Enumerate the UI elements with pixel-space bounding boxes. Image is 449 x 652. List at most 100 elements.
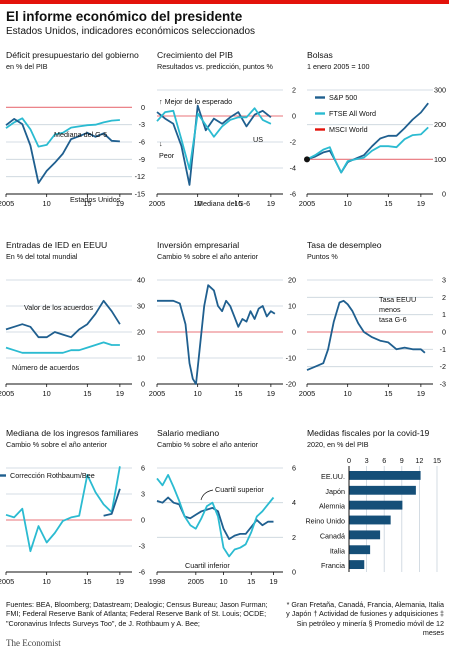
x-tick-label: 10 bbox=[194, 389, 202, 398]
chart-panel-4: Entradas de IED en EEUU En % del total mu… bbox=[0, 240, 145, 398]
chart-panel-5: Inversión empresarial Cambio % sobre el a… bbox=[149, 240, 296, 398]
start-point-marker bbox=[304, 156, 310, 163]
y-tick-label: -1 bbox=[440, 345, 446, 354]
series-line bbox=[5, 118, 120, 184]
y-tick-label: -2 bbox=[290, 138, 296, 147]
y-tick-label: 40 bbox=[137, 276, 145, 285]
x-tick-label: 15 bbox=[83, 199, 91, 208]
x-tick-label: 2005 bbox=[149, 389, 165, 398]
x-tick-label: 9 bbox=[400, 456, 404, 465]
chart-title: Tasa de desempleo bbox=[307, 240, 382, 250]
chart-title: Crecimiento del PIB bbox=[157, 50, 233, 60]
chart-panel-7: Mediana de los ingresos familiares Cambio… bbox=[0, 428, 145, 586]
x-tick-label: 3 bbox=[365, 456, 369, 465]
x-tick-label: 10 bbox=[194, 199, 202, 208]
x-tick-label: 2005 bbox=[0, 389, 14, 398]
x-tick-label: 15 bbox=[433, 456, 441, 465]
chart-title: Medidas fiscales por la covid-19 bbox=[307, 428, 430, 438]
brand-logo: The Economist bbox=[6, 638, 61, 648]
series-line bbox=[306, 102, 429, 174]
x-tick-label: 10 bbox=[43, 389, 51, 398]
y-tick-label: 30 bbox=[137, 302, 145, 311]
bar-category-label: Reino Unido bbox=[305, 517, 345, 526]
x-tick-label: 10 bbox=[43, 199, 51, 208]
x-tick-label: 2005 bbox=[188, 577, 204, 586]
series-annotation: tasa G-6 bbox=[379, 315, 407, 324]
y-tick-label: -20 bbox=[286, 380, 296, 389]
x-tick-label: 2005 bbox=[299, 199, 315, 208]
series-annotation: menos bbox=[379, 305, 401, 314]
series-annotation: ↑ Mejor de lo esperado bbox=[159, 97, 232, 106]
y-tick-label: 20 bbox=[137, 328, 145, 337]
x-tick-label: 19 bbox=[269, 577, 277, 586]
chart-panel-1: Déficit presupuestario del gobierno en % … bbox=[0, 50, 145, 208]
x-tick-label: 19 bbox=[116, 199, 124, 208]
sources-note: Fuentes: BEA, Bloomberg; Datastream; Dea… bbox=[6, 600, 268, 628]
y-tick-label: 0 bbox=[442, 328, 446, 337]
bar bbox=[349, 545, 371, 555]
bar bbox=[349, 530, 381, 540]
y-tick-label: 4 bbox=[292, 498, 296, 507]
y-tick-label: 6 bbox=[141, 464, 145, 473]
x-tick-label: 10 bbox=[344, 199, 352, 208]
series-line bbox=[103, 488, 121, 517]
series-annotation: Mediana del G-6 bbox=[54, 130, 107, 139]
chart-subtitle: Puntos % bbox=[307, 252, 338, 261]
y-tick-label: 0 bbox=[292, 568, 296, 577]
bar bbox=[349, 485, 416, 495]
series-annotation: Cuartil inferior bbox=[185, 561, 230, 570]
x-tick-label: 19 bbox=[116, 577, 124, 586]
y-tick-label: 20 bbox=[288, 276, 296, 285]
bar bbox=[349, 515, 391, 525]
y-tick-label: 6 bbox=[292, 464, 296, 473]
series-line bbox=[157, 284, 276, 385]
y-tick-label: -10 bbox=[286, 354, 296, 363]
x-tick-label: 15 bbox=[384, 389, 392, 398]
series-annotation: Mediana del G-6 bbox=[197, 199, 250, 208]
chart-subtitle: Cambio % sobre el año anterior bbox=[6, 440, 108, 449]
chart-title: Inversión empresarial bbox=[157, 240, 239, 250]
chart-title: Entradas de IED en EEUU bbox=[6, 240, 107, 250]
y-tick-label: 0 bbox=[292, 112, 296, 121]
chart-subtitle: 2020, en % del PIB bbox=[307, 440, 369, 449]
series-line bbox=[306, 126, 429, 174]
bar-category-label: Italia bbox=[330, 546, 345, 555]
y-tick-label: -2 bbox=[440, 362, 446, 371]
x-tick-label: 15 bbox=[83, 577, 91, 586]
series-line bbox=[5, 117, 120, 148]
series-annotation: ↓ bbox=[159, 139, 163, 148]
y-tick-label: 1 bbox=[442, 310, 446, 319]
y-tick-label: -9 bbox=[139, 155, 145, 164]
y-tick-label: -12 bbox=[135, 172, 145, 181]
x-tick-label: 10 bbox=[219, 577, 227, 586]
y-tick-label: 2 bbox=[442, 293, 446, 302]
x-tick-label: 19 bbox=[116, 389, 124, 398]
bar bbox=[349, 560, 365, 569]
x-tick-label: 19 bbox=[267, 389, 275, 398]
y-tick-label: -3 bbox=[440, 380, 446, 389]
charts-canvas: Déficit presupuestario del gobierno en % … bbox=[0, 50, 446, 586]
legend-label: S&P 500 bbox=[329, 93, 357, 102]
series-annotation: Estados Unidos bbox=[70, 195, 121, 204]
bar-category-label: EE.UU. bbox=[321, 472, 345, 481]
legend-label: MSCI World bbox=[329, 125, 368, 134]
x-tick-label: 2005 bbox=[149, 199, 165, 208]
chart-subtitle: 1 enero 2005 = 100 bbox=[307, 62, 370, 71]
series-annotation: US bbox=[253, 135, 263, 144]
y-tick-label: 0 bbox=[141, 516, 145, 525]
series-annotation: Peor bbox=[159, 151, 175, 160]
y-tick-label: 0 bbox=[141, 103, 145, 112]
series-line bbox=[5, 466, 121, 553]
bar bbox=[349, 471, 421, 480]
annotation-leader bbox=[200, 489, 214, 501]
y-tick-label: 0 bbox=[292, 328, 296, 337]
y-tick-label: -6 bbox=[139, 138, 145, 147]
x-tick-label: 2005 bbox=[0, 199, 14, 208]
y-tick-label: 0 bbox=[442, 190, 446, 199]
chart-panel-8: Salario mediano Cambio % sobre el año ant… bbox=[149, 428, 296, 586]
page-title: El informe económico del presidente bbox=[6, 9, 243, 24]
y-tick-label: 200 bbox=[434, 120, 446, 129]
chart-title: Salario mediano bbox=[157, 428, 219, 438]
x-tick-label: 15 bbox=[247, 577, 255, 586]
